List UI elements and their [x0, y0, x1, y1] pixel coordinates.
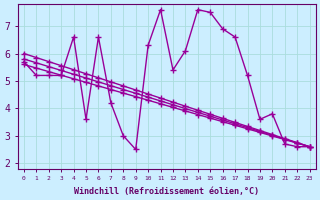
X-axis label: Windchill (Refroidissement éolien,°C): Windchill (Refroidissement éolien,°C): [74, 187, 259, 196]
